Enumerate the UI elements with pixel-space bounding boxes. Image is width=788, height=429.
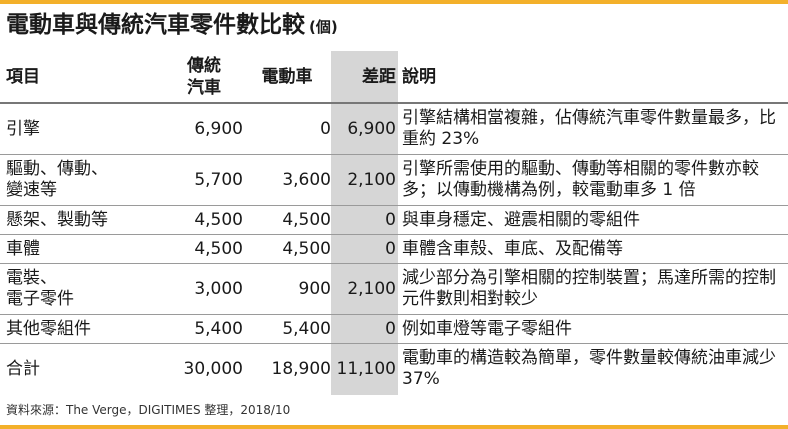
page-title: 電動車與傳統汽車零件數比較 (個)	[6, 9, 338, 41]
header-item: 項目	[0, 51, 165, 104]
table-row: 引擎 6,900 0 6,900 引擎結構相當複雜，佔傳統汽車零件數量最多，比重約 23…	[0, 103, 788, 155]
row-ev: 4,500	[243, 234, 331, 264]
unit-label: (個)	[309, 18, 338, 36]
table-row: 車體 4,500 4,500 0 車體含車殼、車底、及配備等	[0, 234, 788, 264]
row-item: 電裝、 電子零件	[0, 263, 165, 315]
table-row: 驅動、傳動、 變速等 5,700 3,600 2,100 引擎所需使用的驅動、傳動等相關的…	[0, 154, 788, 206]
row-note: 引擎結構相當複雜，佔傳統汽車零件數量最多，比重約 23%	[398, 103, 788, 155]
header-gap: 差距	[331, 51, 398, 104]
row-item: 車體	[0, 234, 165, 264]
top-accent-bar	[0, 0, 788, 4]
row-item: 懸架、製動等	[0, 205, 165, 235]
row-gap: 2,100	[331, 154, 398, 206]
row-ev: 18,900	[271, 358, 331, 379]
row-conventional: 4,500	[165, 205, 243, 235]
bottom-accent-bar	[0, 425, 788, 429]
row-gap: 0	[331, 234, 398, 264]
row-conventional: 30,000	[183, 358, 243, 379]
table-row: 其他零組件 5,400 5,400 0 例如車燈等電子零組件	[0, 314, 788, 344]
row-note: 例如車燈等電子零組件	[398, 314, 788, 344]
row-note: 車體含車殼、車底、及配備等	[398, 234, 788, 264]
row-gap: 11,100	[336, 358, 396, 379]
header-row: 項目 傳統 汽車 電動車 差距 說明	[0, 51, 788, 104]
table-row: 合計 30,000 18,900 11,100 電動車的構造較為簡單，零件數量較傳統油車…	[0, 344, 788, 395]
row-item: 引擎	[0, 103, 165, 155]
row-conventional: 3,000	[165, 263, 243, 315]
row-conventional: 5,700	[165, 154, 243, 206]
row-gap: 0	[331, 314, 398, 344]
header-conventional-text: 傳統 汽車	[187, 55, 221, 98]
row-item: 其他零組件	[0, 314, 165, 344]
row-gap: 0	[331, 205, 398, 235]
row-gap: 6,900	[331, 103, 398, 155]
header-note: 說明	[398, 51, 788, 104]
row-item: 驅動、傳動、 變速等	[0, 154, 165, 206]
parts-comparison-table: 項目 傳統 汽車 電動車 差距 說明 引擎 6,900 0 6,900 引擎結構相當複雜，…	[0, 51, 788, 394]
title-text: 電動車與傳統汽車零件數比較	[6, 12, 305, 38]
row-note: 與車身穩定、避震相關的零組件	[398, 205, 788, 235]
table-row: 電裝、 電子零件 3,000 900 2,100 減少部分為引擎相關的控制裝置；馬達所需的…	[0, 263, 788, 315]
source-note: 資料來源：The Verge，DIGITIMES 整理，2018/10	[6, 403, 291, 417]
row-note: 引擎所需使用的驅動、傳動等相關的零件數亦較多；以傳動機構為例，較電動車多 1 倍	[398, 154, 788, 206]
row-conventional: 6,900	[165, 103, 243, 155]
row-item: 合計	[6, 358, 40, 379]
row-conventional: 4,500	[165, 234, 243, 264]
header-conventional: 傳統 汽車	[165, 51, 243, 104]
row-ev: 0	[243, 103, 331, 155]
row-ev: 900	[243, 263, 331, 315]
row-conventional: 5,400	[165, 314, 243, 344]
header-ev: 電動車	[243, 51, 331, 104]
row-ev: 5,400	[243, 314, 331, 344]
row-note: 電動車的構造較為簡單，零件數量較傳統油車減少 37%	[402, 348, 776, 389]
row-ev: 4,500	[243, 205, 331, 235]
row-gap: 2,100	[331, 263, 398, 315]
table-row: 懸架、製動等 4,500 4,500 0 與車身穩定、避震相關的零組件	[0, 205, 788, 235]
row-note: 減少部分為引擎相關的控制裝置；馬達所需的控制元件數則相對較少	[398, 263, 788, 315]
row-ev: 3,600	[243, 154, 331, 206]
